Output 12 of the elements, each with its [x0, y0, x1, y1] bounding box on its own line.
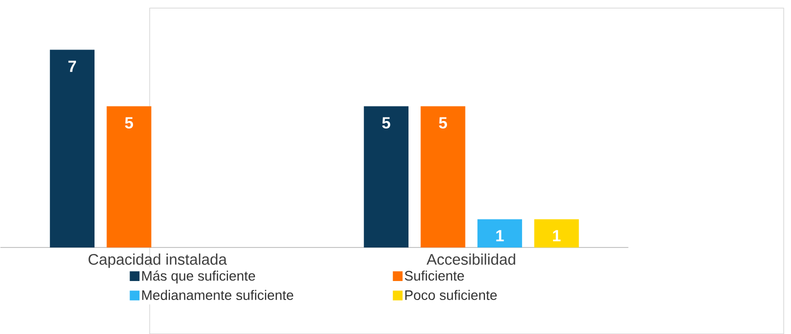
- data-label: 7: [68, 60, 76, 72]
- data-label: 5: [438, 117, 448, 128]
- x-tick-label: Accesibilidad: [426, 253, 516, 265]
- legend-label: Más que suficiente: [142, 270, 256, 284]
- data-label: 1: [496, 230, 504, 242]
- legend-label: Medianamente suficiente: [142, 290, 294, 300]
- legend-label: Poco suficiente: [405, 290, 497, 300]
- x-tick-label: Capacidad instalada: [88, 253, 227, 268]
- legend-label: Suficiente: [404, 270, 464, 281]
- data-label: 5: [382, 117, 390, 128]
- data-label: 5: [124, 117, 134, 128]
- data-label: 1: [553, 230, 561, 242]
